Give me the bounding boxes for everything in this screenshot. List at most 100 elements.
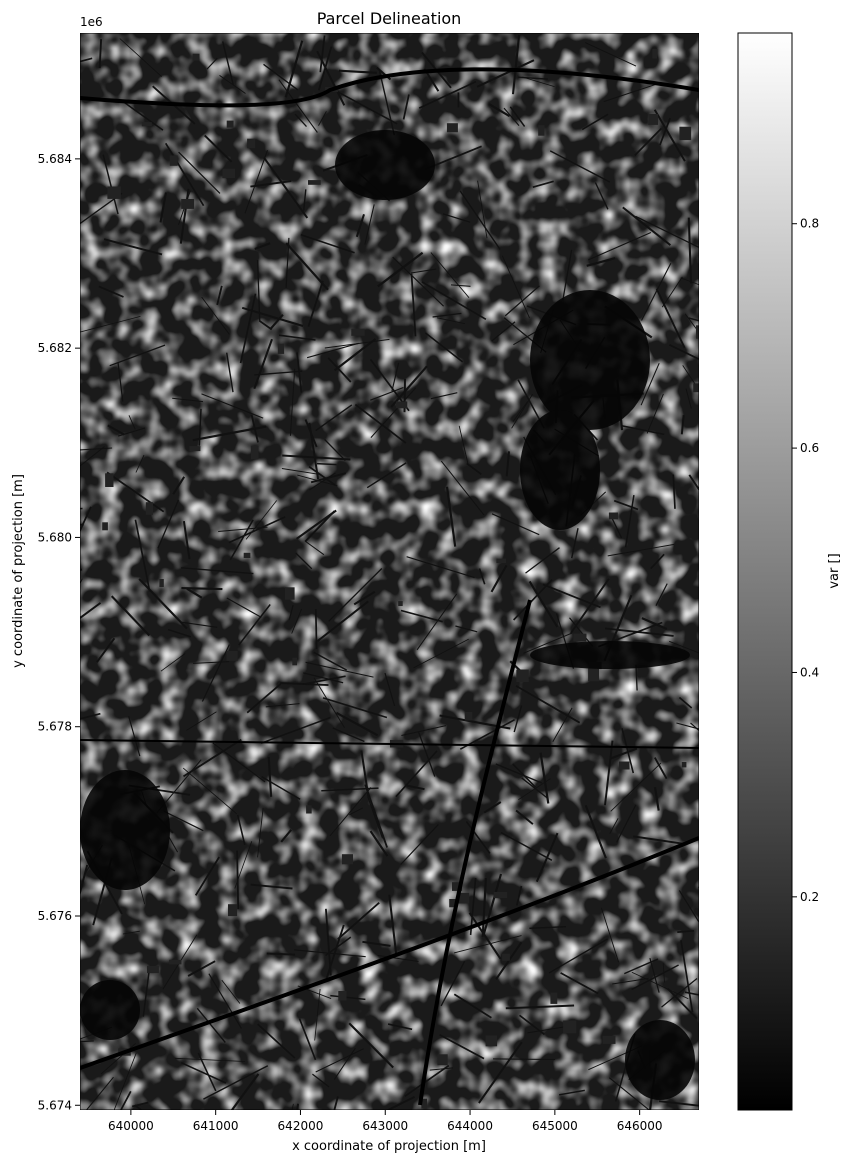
- parcel-edge: [282, 454, 351, 461]
- parcel-edge: [291, 608, 303, 634]
- parcel-edge: [400, 609, 443, 623]
- parcel-edge: [385, 1096, 416, 1110]
- parcel-edge: [413, 638, 469, 669]
- parcel-edge: [335, 711, 379, 737]
- parcel-edge: [135, 454, 145, 473]
- building-patch: [538, 125, 545, 136]
- parcel-edge: [607, 543, 675, 557]
- building-patch: [608, 512, 618, 520]
- parcel-edge: [603, 82, 660, 103]
- x-axis-label: x coordinate of projection [m]: [292, 1139, 486, 1154]
- parcel-edge: [390, 365, 428, 408]
- parcel-edge: [107, 424, 125, 436]
- colorbar-label: var []: [827, 553, 842, 588]
- parcel-edge: [504, 285, 540, 317]
- parcel-edge: [562, 249, 573, 301]
- parcel-edge: [367, 796, 384, 839]
- parcel-edge: [370, 387, 417, 438]
- building-patch: [222, 168, 236, 179]
- parcel-edge: [226, 597, 262, 618]
- parcel-edge: [677, 929, 695, 933]
- parcel-edge: [281, 468, 321, 476]
- parcel-edge: [495, 763, 543, 784]
- parcel-edge: [515, 885, 523, 906]
- parcel-edge: [295, 509, 337, 540]
- parcel-edge: [196, 1007, 226, 1043]
- building-patch: [696, 325, 699, 339]
- parcel-edge: [482, 873, 503, 936]
- parcel-edge: [204, 134, 233, 163]
- building-patch: [169, 155, 178, 166]
- parcel-edge: [646, 393, 664, 434]
- parcel-edge: [318, 111, 327, 126]
- colorbar-ticks: 0.2 0.4 0.6 0.8: [792, 217, 819, 904]
- parcel-edge: [401, 725, 447, 737]
- x-tick-label: 641000: [193, 1119, 239, 1133]
- building-patch: [457, 892, 470, 904]
- parcel-edge: [465, 821, 491, 854]
- parcel-edge: [631, 971, 689, 1000]
- parcel-edge: [388, 894, 398, 956]
- parcel-edge: [612, 977, 649, 985]
- parcel-edge: [266, 952, 296, 956]
- parcel-edge: [206, 57, 218, 70]
- parcel-edge: [483, 801, 502, 814]
- parcel-edge: [621, 728, 635, 774]
- parcel-edge: [218, 526, 268, 532]
- parcel-edge: [291, 1103, 294, 1110]
- parcel-edge: [410, 273, 417, 337]
- parcel-edge: [525, 547, 560, 574]
- parcel-edge: [511, 34, 521, 95]
- building-patch: [306, 805, 312, 814]
- parcel-edge: [103, 238, 163, 256]
- parcel-edge: [194, 856, 220, 896]
- building-patch: [169, 959, 182, 965]
- parcel-edge: [325, 908, 332, 976]
- building-patch: [679, 126, 692, 141]
- building-patch: [446, 123, 458, 133]
- parcel-edge: [186, 587, 203, 599]
- parcel-edge: [610, 762, 662, 812]
- parcel-edge: [304, 419, 318, 448]
- parcel-edge: [180, 621, 218, 628]
- parcel-edge: [201, 296, 230, 335]
- building-patch: [421, 1098, 427, 1109]
- parcel-edge: [80, 506, 92, 533]
- parcel-edge: [120, 99, 164, 131]
- parcel-edge: [187, 960, 216, 977]
- parcel-edge: [468, 912, 502, 960]
- building-patch: [292, 657, 298, 666]
- parcel-edge: [300, 233, 355, 254]
- parcel-edge: [503, 107, 520, 126]
- parcel-edge: [96, 637, 116, 663]
- building-patch: [105, 473, 114, 487]
- parcel-edge: [316, 600, 369, 642]
- parcel-edge: [314, 988, 321, 1041]
- parcel-edge: [324, 439, 346, 462]
- y-offset-label: 1e6: [80, 15, 103, 29]
- parcel-edge: [539, 752, 550, 804]
- parcel-edge: [295, 552, 313, 570]
- building-patch: [226, 120, 234, 128]
- parcel-edge: [333, 338, 377, 372]
- parcel-edge: [219, 74, 246, 94]
- building-patch: [192, 53, 200, 61]
- parcel-edge: [289, 368, 296, 436]
- building-patch: [181, 199, 195, 209]
- parcel-edge: [690, 722, 699, 732]
- parcel-edge: [417, 731, 436, 777]
- parcel-edge: [322, 697, 388, 719]
- parcel-edge: [315, 404, 353, 432]
- parcel-edge: [391, 362, 400, 392]
- parcel-edge: [230, 1073, 260, 1110]
- parcel-edge: [402, 94, 410, 120]
- building-patch: [395, 401, 408, 409]
- building-patch: [243, 552, 251, 558]
- parcel-edge: [80, 446, 105, 467]
- parcel-edge: [238, 604, 271, 646]
- parcel-edge: [697, 886, 699, 889]
- parcel-edge: [532, 180, 554, 189]
- plot-area: [80, 33, 699, 1110]
- parcel-edge: [610, 747, 638, 760]
- parcel-edge: [80, 1040, 94, 1043]
